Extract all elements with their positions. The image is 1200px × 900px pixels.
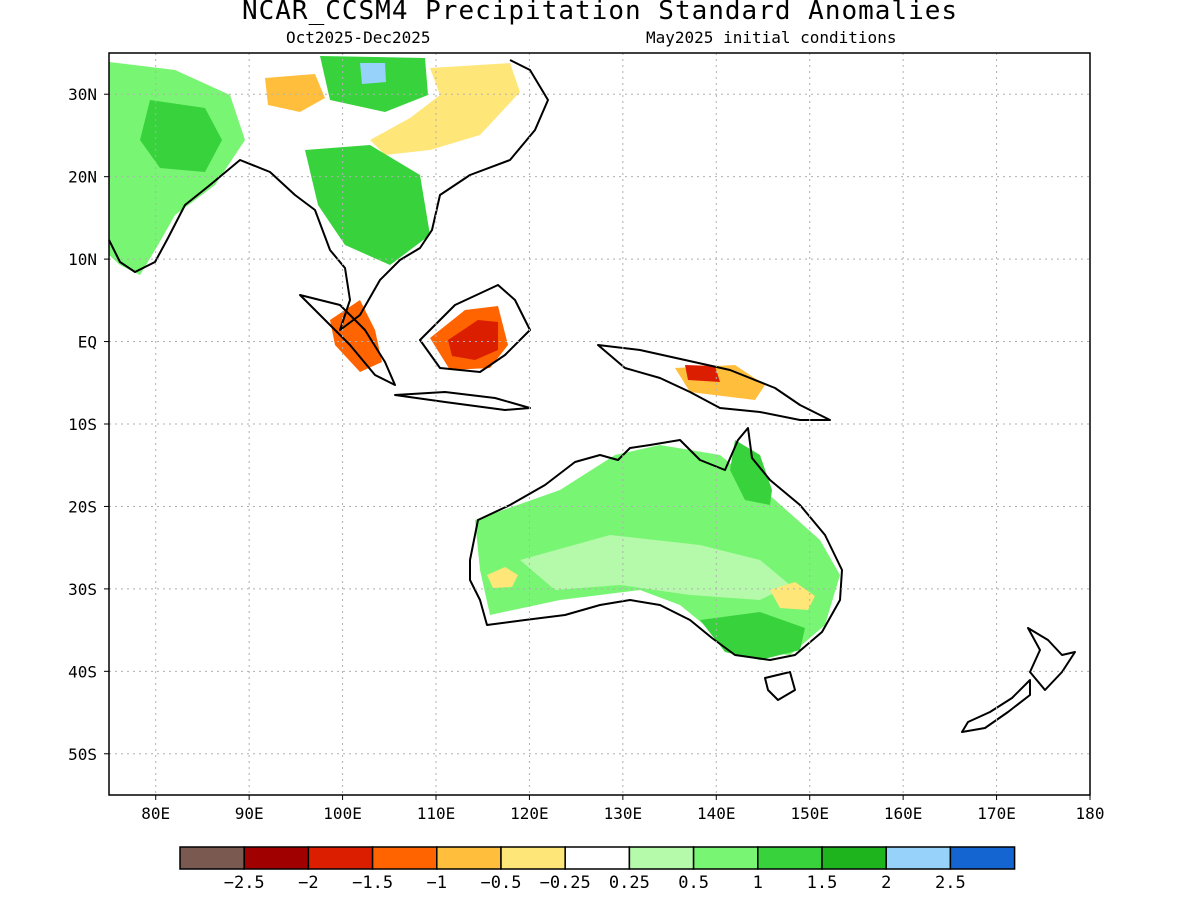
y-tick-label: 40S (68, 662, 97, 681)
x-tick-label: 90E (235, 804, 264, 823)
anomaly-tibet-north (320, 56, 428, 112)
shading-layer (109, 56, 840, 660)
colorbar-swatch (692, 846, 759, 870)
colorbar-label: 1 (753, 873, 763, 893)
x-tick-label: 150E (790, 804, 829, 823)
colorbar-swatch (757, 846, 823, 870)
anomaly-western-australia-dry (487, 567, 518, 588)
x-tick-label: 100E (323, 804, 362, 823)
y-tick-label: 10S (68, 415, 97, 434)
x-tick-label: 120E (510, 804, 549, 823)
forecast-period: Oct2025-Dec2025 (286, 28, 431, 47)
colorbar-swatch (564, 846, 631, 870)
anomaly-new-guinea-core (685, 365, 720, 382)
colorbar-label: −1.5 (352, 873, 393, 893)
x-tick-label: 140E (697, 804, 736, 823)
colorbar-label: −2.5 (224, 873, 265, 893)
anomaly-myanmar (265, 74, 325, 112)
initial-conditions: May2025 initial conditions (646, 28, 897, 47)
coastline-nz-north (1027, 627, 1076, 691)
y-tick-label: 30N (68, 85, 97, 104)
x-tick-label: 180 (1076, 804, 1105, 823)
axis-tick-labels: 80E 90E 100E 110E 120E 130E 140E 150E 160E 170E 18… (68, 85, 1104, 823)
colorbar-label: 0.25 (609, 873, 650, 893)
coastline-java (394, 391, 531, 411)
y-tick-label: 20N (68, 168, 97, 187)
colorbar-label: 2 (881, 873, 891, 893)
y-tick-label: 30S (68, 580, 97, 599)
colorbar-swatch (436, 846, 502, 870)
anomaly-australia-central (520, 535, 790, 600)
colorbar-swatch (500, 846, 566, 870)
anomaly-sumatra (330, 300, 382, 372)
colorbar-swatch (307, 846, 374, 870)
coastline-tasmania (764, 671, 796, 701)
colorbar-swatch (949, 846, 1016, 870)
colorbar-label: −2 (298, 873, 318, 893)
coastline-sumatra (299, 294, 396, 386)
coastline-new-guinea (597, 344, 831, 421)
colorbar-swatch (885, 846, 952, 870)
colorbar-swatch (628, 846, 695, 870)
y-tick-label: 10N (68, 250, 97, 269)
anomaly-indochina (305, 145, 430, 265)
x-tick-label: 160E (884, 804, 923, 823)
anomaly-queensland (730, 440, 772, 505)
colorbar-label: −0.5 (481, 873, 522, 893)
colorbar-label: 0.5 (678, 873, 709, 893)
x-tick-label: 110E (417, 804, 456, 823)
x-tick-label: 80E (141, 804, 170, 823)
colorbar-label: 2.5 (935, 873, 966, 893)
anomaly-china-east (370, 63, 520, 155)
colorbar-swatch (821, 846, 887, 870)
anomaly-central-india (140, 100, 222, 172)
y-tick-label: 20S (68, 497, 97, 516)
colorbar-label: −1 (427, 873, 447, 893)
y-tick-label: EQ (78, 333, 97, 352)
plot-frame (108, 52, 1091, 796)
colorbar-label: 1.5 (807, 873, 838, 893)
x-tick-label: 130E (604, 804, 643, 823)
grid-lines (109, 53, 1090, 795)
y-tick-label: 50S (68, 745, 97, 764)
coastline-nz-south (961, 679, 1031, 733)
map-title: NCAR_CCSM4 Precipitation Standard Anomal… (241, 0, 959, 26)
anomaly-borneo-core (448, 320, 498, 360)
colorbar-swatch (179, 846, 245, 870)
colorbar-swatch (371, 846, 438, 870)
colorbar: −2.5 −2 −1.5 −1 −0.5 −0.25 0.25 0.5 1 1.5 2 2.5 (179, 846, 1016, 893)
x-tick-label: 170E (977, 804, 1016, 823)
coastlines (108, 59, 1076, 733)
coastline-asia (108, 59, 549, 331)
coastline-australia (469, 427, 843, 661)
coastline-borneo (419, 284, 531, 373)
anomaly-tibet-core (360, 63, 386, 84)
colorbar-label: −0.25 (540, 873, 591, 893)
colorbar-swatch (243, 846, 310, 870)
